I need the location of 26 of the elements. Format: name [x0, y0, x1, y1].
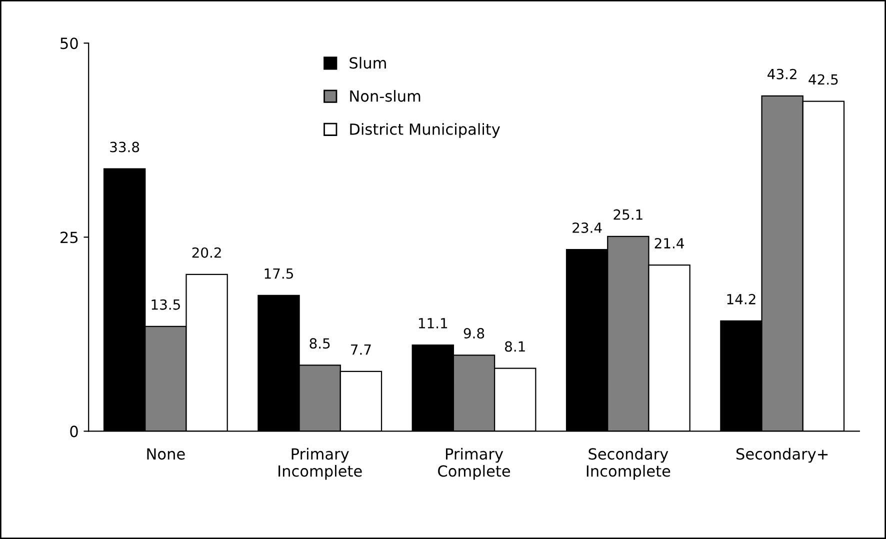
x-tick-label: Secondary+ — [736, 448, 828, 463]
data-label: 17.5 — [264, 268, 293, 279]
data-label: 25.1 — [614, 209, 642, 220]
data-label: 14.2 — [727, 294, 756, 304]
data-label: 43.2 — [768, 68, 796, 80]
y-tick-label: 25 — [60, 232, 78, 244]
data-label: 11.1 — [418, 318, 448, 328]
x-tick-label: Primary Incomplete — [278, 448, 362, 480]
x-tick-label: Secondary Incomplete — [586, 448, 670, 480]
data-label: 20.2 — [192, 247, 221, 258]
data-label: 33.8 — [110, 142, 140, 152]
data-label: 8.5 — [310, 338, 330, 349]
legend-label: Slum — [350, 56, 386, 69]
data-label: 9.8 — [464, 328, 484, 339]
data-label: 13.5 — [152, 299, 180, 310]
legend-label: Non-slum — [350, 90, 420, 102]
data-label: 21.4 — [654, 238, 684, 248]
x-tick-label: Primary Complete — [438, 448, 510, 480]
y-tick-label: 50 — [60, 38, 78, 50]
data-label: 42.5 — [808, 74, 838, 85]
x-tick-label: None — [147, 448, 185, 460]
data-label: 8.1 — [505, 341, 525, 352]
y-tick-label: 0 — [70, 426, 78, 438]
data-label: 7.7 — [351, 344, 371, 355]
data-label: 23.4 — [572, 222, 602, 233]
legend-label: District Municipality — [350, 123, 500, 138]
